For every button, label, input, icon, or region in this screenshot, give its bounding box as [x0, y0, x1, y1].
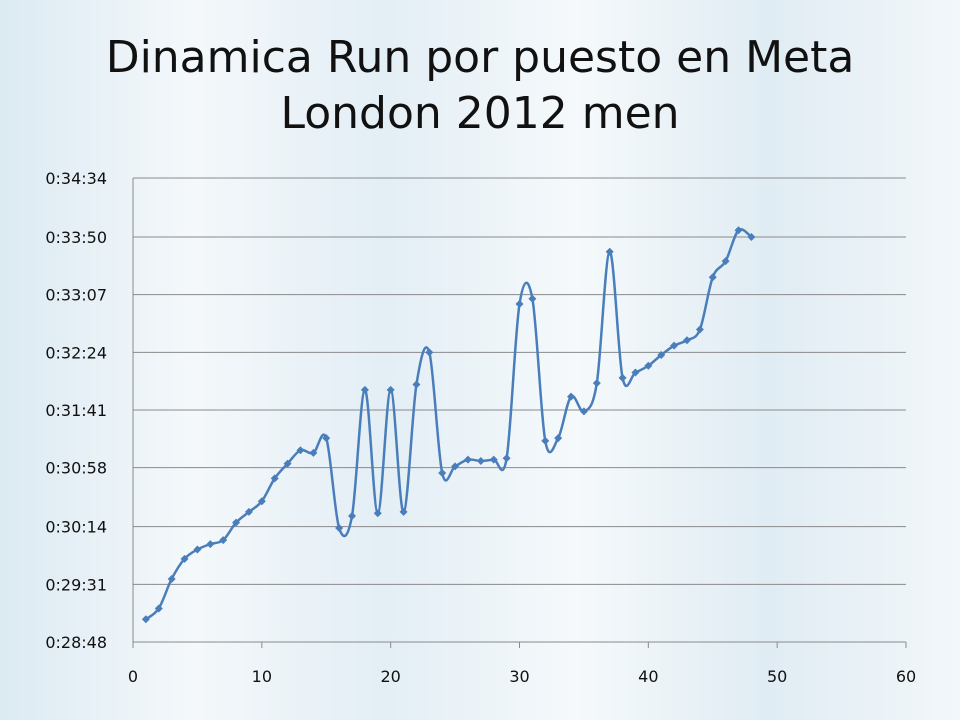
data-point [463, 455, 472, 464]
data-point [541, 436, 550, 445]
y-tick-label: 0:28:48 [45, 633, 107, 652]
data-point [360, 385, 369, 394]
y-axis-ticks: 0:28:48 0:29:31 0:30:14 0:30:58 0:31:41 0:32:… [45, 169, 107, 652]
data-point [618, 373, 627, 382]
data-point [206, 540, 215, 549]
x-tick-label: 60 [896, 667, 916, 686]
data-point [605, 247, 614, 256]
data-point [154, 604, 163, 613]
x-tick-label: 30 [509, 667, 529, 686]
data-point [373, 509, 382, 518]
data-point [682, 336, 691, 345]
data-point [708, 273, 717, 282]
y-tick-label: 0:31:41 [45, 401, 107, 420]
data-point [579, 407, 588, 416]
data-point [335, 524, 344, 533]
data-point [167, 574, 176, 583]
data-point [721, 257, 730, 266]
data-point [695, 325, 704, 334]
data-point [528, 294, 537, 303]
y-tick-label: 0:34:34 [45, 169, 107, 188]
data-point [554, 434, 563, 443]
series-group [141, 226, 756, 624]
x-axis-ticks: 0 10 20 30 40 50 60 [128, 642, 916, 686]
data-point [670, 341, 679, 350]
data-point [567, 392, 576, 401]
data-point [515, 300, 524, 309]
x-tick-label: 50 [767, 667, 787, 686]
y-tick-label: 0:32:24 [45, 343, 107, 362]
data-point [489, 455, 498, 464]
y-tick-label: 0:33:07 [45, 286, 107, 305]
data-point [270, 474, 279, 483]
data-point [592, 379, 601, 388]
data-point [322, 434, 331, 443]
data-point [219, 536, 228, 545]
data-point [283, 459, 292, 468]
data-point [399, 507, 408, 516]
x-tick-label: 40 [638, 667, 658, 686]
data-point [257, 497, 266, 506]
y-tick-label: 0:30:14 [45, 518, 107, 537]
x-tick-label: 10 [252, 667, 272, 686]
x-tick-label: 20 [380, 667, 400, 686]
data-point [747, 233, 756, 242]
series-line [145, 228, 753, 621]
data-point [193, 545, 202, 554]
grid-lines [133, 177, 906, 643]
chart-title: Dinamica Run por puesto en Meta London 2… [0, 30, 960, 142]
y-tick-label: 0:30:58 [45, 459, 107, 478]
data-point [425, 348, 434, 357]
y-tick-label: 0:29:31 [45, 575, 107, 594]
data-point [502, 454, 511, 463]
data-point [438, 469, 447, 478]
data-point [631, 368, 640, 377]
data-point [734, 226, 743, 235]
data-point [296, 446, 305, 455]
data-point [141, 615, 150, 624]
data-point [476, 456, 485, 465]
x-tick-label: 0 [128, 667, 138, 686]
data-point [386, 385, 395, 394]
chart-title-line1: Dinamica Run por puesto en Meta [105, 32, 855, 83]
data-point [657, 351, 666, 360]
data-point [309, 448, 318, 457]
data-point [180, 554, 189, 563]
y-tick-label: 0:33:50 [45, 228, 107, 247]
data-point [644, 361, 653, 370]
data-point [412, 380, 421, 389]
data-point [451, 462, 460, 471]
chart-title-line2: London 2012 men [280, 88, 680, 139]
data-point [244, 507, 253, 516]
data-point [348, 511, 357, 520]
data-point [232, 518, 241, 527]
